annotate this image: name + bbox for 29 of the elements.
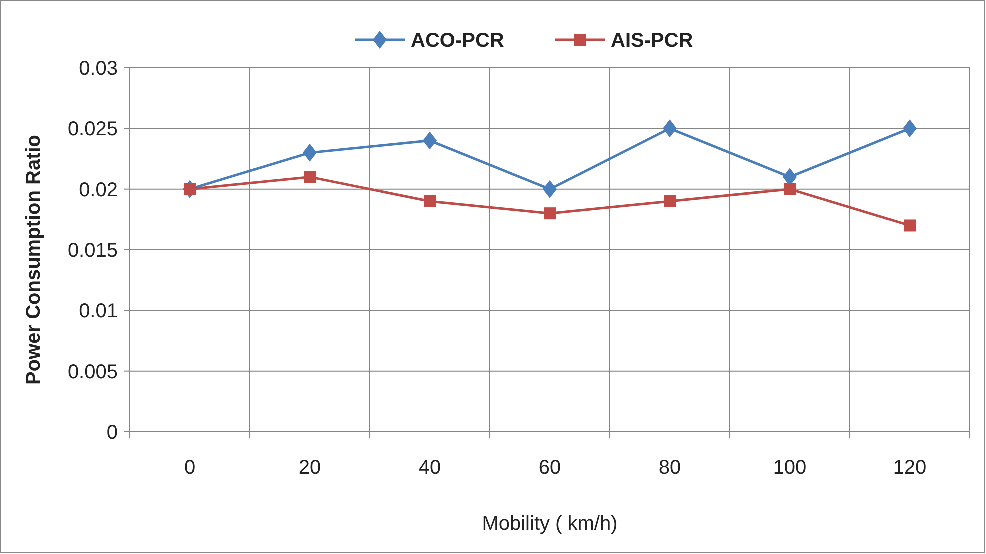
x-tick-label: 20 (298, 457, 322, 479)
x-axis-title: Mobility ( km/h) (482, 513, 618, 535)
point (904, 220, 916, 232)
y-tick-label: 0 (106, 422, 118, 444)
point (664, 195, 676, 208)
point (903, 120, 917, 138)
point (543, 180, 557, 198)
y-tick-label: 0.02 (79, 179, 118, 202)
x-tick-label: 60 (538, 457, 562, 479)
y-tick-label: 0.01 (79, 300, 118, 323)
x-tick-label: 80 (658, 457, 682, 479)
y-tick-label: 0.03 (79, 58, 118, 80)
y-tick-label: 0.025 (68, 118, 118, 141)
point (304, 171, 316, 184)
point (423, 132, 437, 150)
x-tick-label: 0 (184, 457, 196, 479)
x-tick-label: 40 (418, 457, 442, 479)
y-tick-label: 0.015 (68, 240, 118, 262)
point (544, 208, 556, 220)
y-axis-title: Power Consumption Ratio (23, 135, 45, 385)
x-tick-label: 100 (773, 457, 807, 479)
y-tick-label: 0.005 (68, 361, 118, 384)
point (424, 195, 436, 208)
point (784, 183, 796, 196)
legend-label: ACO-PCR (411, 30, 505, 52)
point (663, 120, 677, 138)
point (303, 144, 317, 162)
legend-label: AIS-PCR (611, 30, 694, 52)
x-tick-label: 120 (893, 457, 927, 479)
